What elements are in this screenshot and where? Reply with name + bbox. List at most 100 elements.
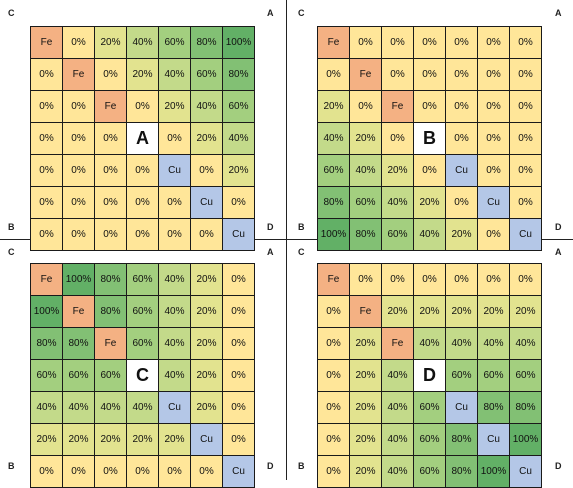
grid-cell: 20% bbox=[350, 328, 381, 359]
grid-cell: 0% bbox=[478, 155, 509, 186]
grid-cell: 0% bbox=[318, 59, 349, 90]
grid-cell: 0% bbox=[63, 456, 94, 487]
grid-cell: 0% bbox=[159, 187, 190, 218]
grid-cell: 40% bbox=[63, 392, 94, 423]
grid-cell: 0% bbox=[510, 59, 541, 90]
grid-cell: 20% bbox=[95, 27, 126, 58]
grid-cell: 0% bbox=[95, 123, 126, 154]
grid-cell: 0% bbox=[223, 296, 254, 327]
grid-cell: 0% bbox=[382, 27, 413, 58]
grid-cell: 40% bbox=[446, 328, 477, 359]
grid-cell: Fe bbox=[31, 264, 62, 295]
grid-cell: 0% bbox=[350, 91, 381, 122]
grid-cell: 80% bbox=[223, 59, 254, 90]
grid-cell: 0% bbox=[63, 187, 94, 218]
corner-label-bottom-left: B bbox=[298, 222, 305, 232]
grid-cell: 0% bbox=[446, 187, 477, 218]
grid-cell: Cu bbox=[159, 155, 190, 186]
grid-cell: Fe bbox=[95, 328, 126, 359]
grid-cell: 0% bbox=[318, 296, 349, 327]
grid-cell: 0% bbox=[223, 328, 254, 359]
grid-cell: 80% bbox=[446, 456, 477, 487]
grid-cell: Cu bbox=[446, 392, 477, 423]
grid-cell: 0% bbox=[127, 91, 158, 122]
grid-cell: 40% bbox=[159, 264, 190, 295]
grid-cell: 100% bbox=[223, 27, 254, 58]
grid-cell: 40% bbox=[382, 456, 413, 487]
grid-cell: 0% bbox=[446, 91, 477, 122]
grid-cell: 60% bbox=[318, 155, 349, 186]
grid-cell: 20% bbox=[159, 424, 190, 455]
grid-cell: 80% bbox=[95, 264, 126, 295]
grid-cell: 0% bbox=[31, 187, 62, 218]
grid-cell: 0% bbox=[478, 59, 509, 90]
composition-grid: Fe 0% 0% 0% 0% 0% 0% 0% Fe 0% 0% 0% 0% 0% 20% 0% Fe 0% 0% 0… bbox=[317, 26, 542, 251]
grid-cell: 100% bbox=[478, 456, 509, 487]
grid-cell: Cu bbox=[159, 392, 190, 423]
grid-cell: 40% bbox=[382, 360, 413, 391]
grid-cell: 100% bbox=[63, 264, 94, 295]
corner-label-top-left: C bbox=[298, 8, 305, 18]
grid-cell: Fe bbox=[95, 91, 126, 122]
grid-cell: Fe bbox=[382, 328, 413, 359]
grid-cell: Fe bbox=[318, 264, 349, 295]
grid-cell: 0% bbox=[446, 123, 477, 154]
grid-cell: 20% bbox=[446, 219, 477, 250]
grid-cell: 0% bbox=[159, 456, 190, 487]
grid-cell: 20% bbox=[350, 360, 381, 391]
grid-cell: 0% bbox=[95, 456, 126, 487]
grid-cell: 0% bbox=[478, 123, 509, 154]
grid-cell: 80% bbox=[191, 27, 222, 58]
grid-cell: Fe bbox=[350, 59, 381, 90]
grid-cell: 60% bbox=[510, 360, 541, 391]
grid-cell: 80% bbox=[478, 392, 509, 423]
grid-cell: 40% bbox=[478, 328, 509, 359]
grid-cell: 0% bbox=[414, 264, 445, 295]
grid-cell: 20% bbox=[350, 392, 381, 423]
grid-cell: Fe bbox=[63, 59, 94, 90]
corner-label-bottom-left: B bbox=[8, 222, 15, 232]
corner-label-top-right: A bbox=[267, 8, 274, 18]
grid-cell: 20% bbox=[31, 424, 62, 455]
grid-cell: 0% bbox=[446, 59, 477, 90]
grid-cell: 0% bbox=[127, 219, 158, 250]
grid-cell: 0% bbox=[31, 59, 62, 90]
vertical-divider bbox=[286, 0, 287, 480]
composition-grid: Fe 100% 80% 60% 40% 20% 0% 100% Fe 80% 60% 40% 20% 0%… bbox=[30, 263, 255, 488]
horizontal-divider bbox=[0, 239, 573, 240]
grid-cell: 60% bbox=[127, 328, 158, 359]
grid-cell: 60% bbox=[95, 360, 126, 391]
grid-cell: 0% bbox=[31, 91, 62, 122]
grid-cell: 60% bbox=[414, 392, 445, 423]
grid-cell: 0% bbox=[510, 91, 541, 122]
grid-cell: 40% bbox=[414, 328, 445, 359]
grid-cell: 0% bbox=[223, 424, 254, 455]
grid-cell: Cu bbox=[510, 456, 541, 487]
grid-cell: 0% bbox=[191, 155, 222, 186]
grid-cell: 0% bbox=[31, 123, 62, 154]
grid-cell: 20% bbox=[63, 424, 94, 455]
grid-cell: 0% bbox=[414, 155, 445, 186]
grid-cell: 20% bbox=[127, 59, 158, 90]
grid-cell: 0% bbox=[478, 27, 509, 58]
grid-cell: 20% bbox=[510, 296, 541, 327]
grid-cell: 20% bbox=[191, 264, 222, 295]
grid-cell: 40% bbox=[159, 296, 190, 327]
grid-cell: 40% bbox=[510, 328, 541, 359]
grid-cell: 80% bbox=[446, 424, 477, 455]
grid-cell: 0% bbox=[63, 123, 94, 154]
grid-cell: Fe bbox=[31, 27, 62, 58]
grid-cell: 0% bbox=[63, 27, 94, 58]
corner-label-bottom-left: B bbox=[8, 461, 15, 471]
grid-cell: 20% bbox=[318, 91, 349, 122]
grid-cell: 20% bbox=[414, 296, 445, 327]
grid-cell: 0% bbox=[223, 360, 254, 391]
grid-cell: Cu bbox=[478, 424, 509, 455]
grid-cell: 0% bbox=[478, 91, 509, 122]
grid-cell: Fe bbox=[318, 27, 349, 58]
grid-cell: 80% bbox=[318, 187, 349, 218]
grid-cell: 40% bbox=[95, 392, 126, 423]
grid-cell: 0% bbox=[63, 155, 94, 186]
grid-cell: 20% bbox=[382, 296, 413, 327]
grid-cell: 0% bbox=[318, 360, 349, 391]
